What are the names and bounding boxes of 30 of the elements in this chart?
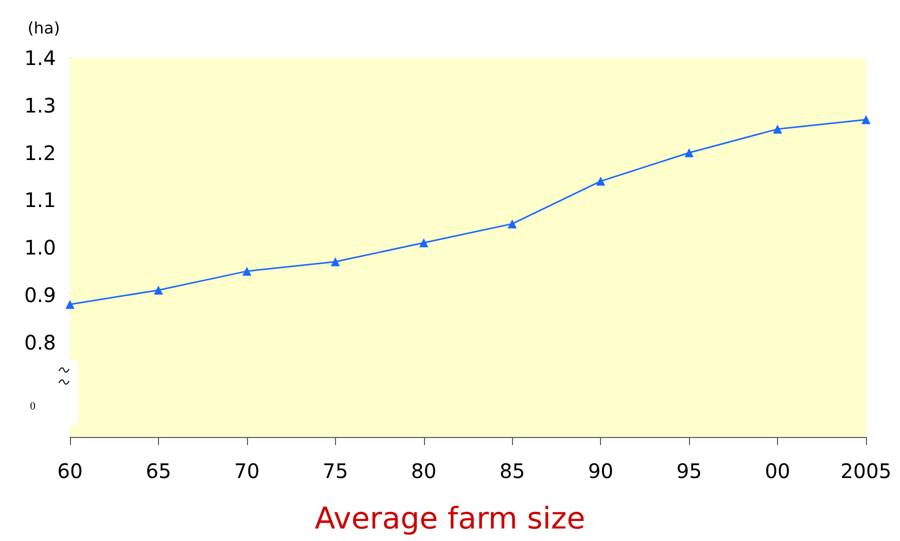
x-tick-label: 80 bbox=[411, 459, 437, 483]
y-tick-label: 1.3 bbox=[24, 93, 56, 118]
x-tick-label: 90 bbox=[588, 459, 614, 483]
point bbox=[242, 266, 252, 276]
x-tick-label: 75 bbox=[322, 459, 348, 483]
y-axis-title: (ha) bbox=[28, 18, 60, 38]
point bbox=[419, 238, 428, 248]
point bbox=[773, 124, 782, 134]
y-tick-label: 1.4 bbox=[24, 46, 56, 70]
text: 0 bbox=[30, 400, 36, 412]
x-tick-label: 85 bbox=[499, 459, 525, 483]
point bbox=[862, 115, 870, 124]
x-tick-label: 2005 bbox=[840, 459, 892, 483]
x-tick-label: 70 bbox=[234, 459, 260, 483]
y-tick-label: 1.1 bbox=[24, 188, 56, 212]
y-tick-label: 0.8 bbox=[24, 330, 56, 354]
x-tick-label: 95 bbox=[676, 459, 702, 483]
y-tick-label: 0.9 bbox=[24, 282, 56, 307]
point bbox=[154, 286, 163, 295]
point bbox=[596, 176, 606, 186]
y-tick-label: 1.2 bbox=[24, 140, 56, 165]
point bbox=[66, 300, 74, 309]
x-tick-label: 65 bbox=[146, 459, 172, 483]
point bbox=[508, 219, 517, 228]
x-tick-label: 60 bbox=[57, 459, 83, 483]
y-tick-label: 1.0 bbox=[24, 236, 56, 260]
x-tick-label: 00 bbox=[764, 459, 790, 483]
point bbox=[330, 257, 340, 266]
text: Average farm size bbox=[314, 502, 586, 536]
point bbox=[684, 148, 694, 158]
